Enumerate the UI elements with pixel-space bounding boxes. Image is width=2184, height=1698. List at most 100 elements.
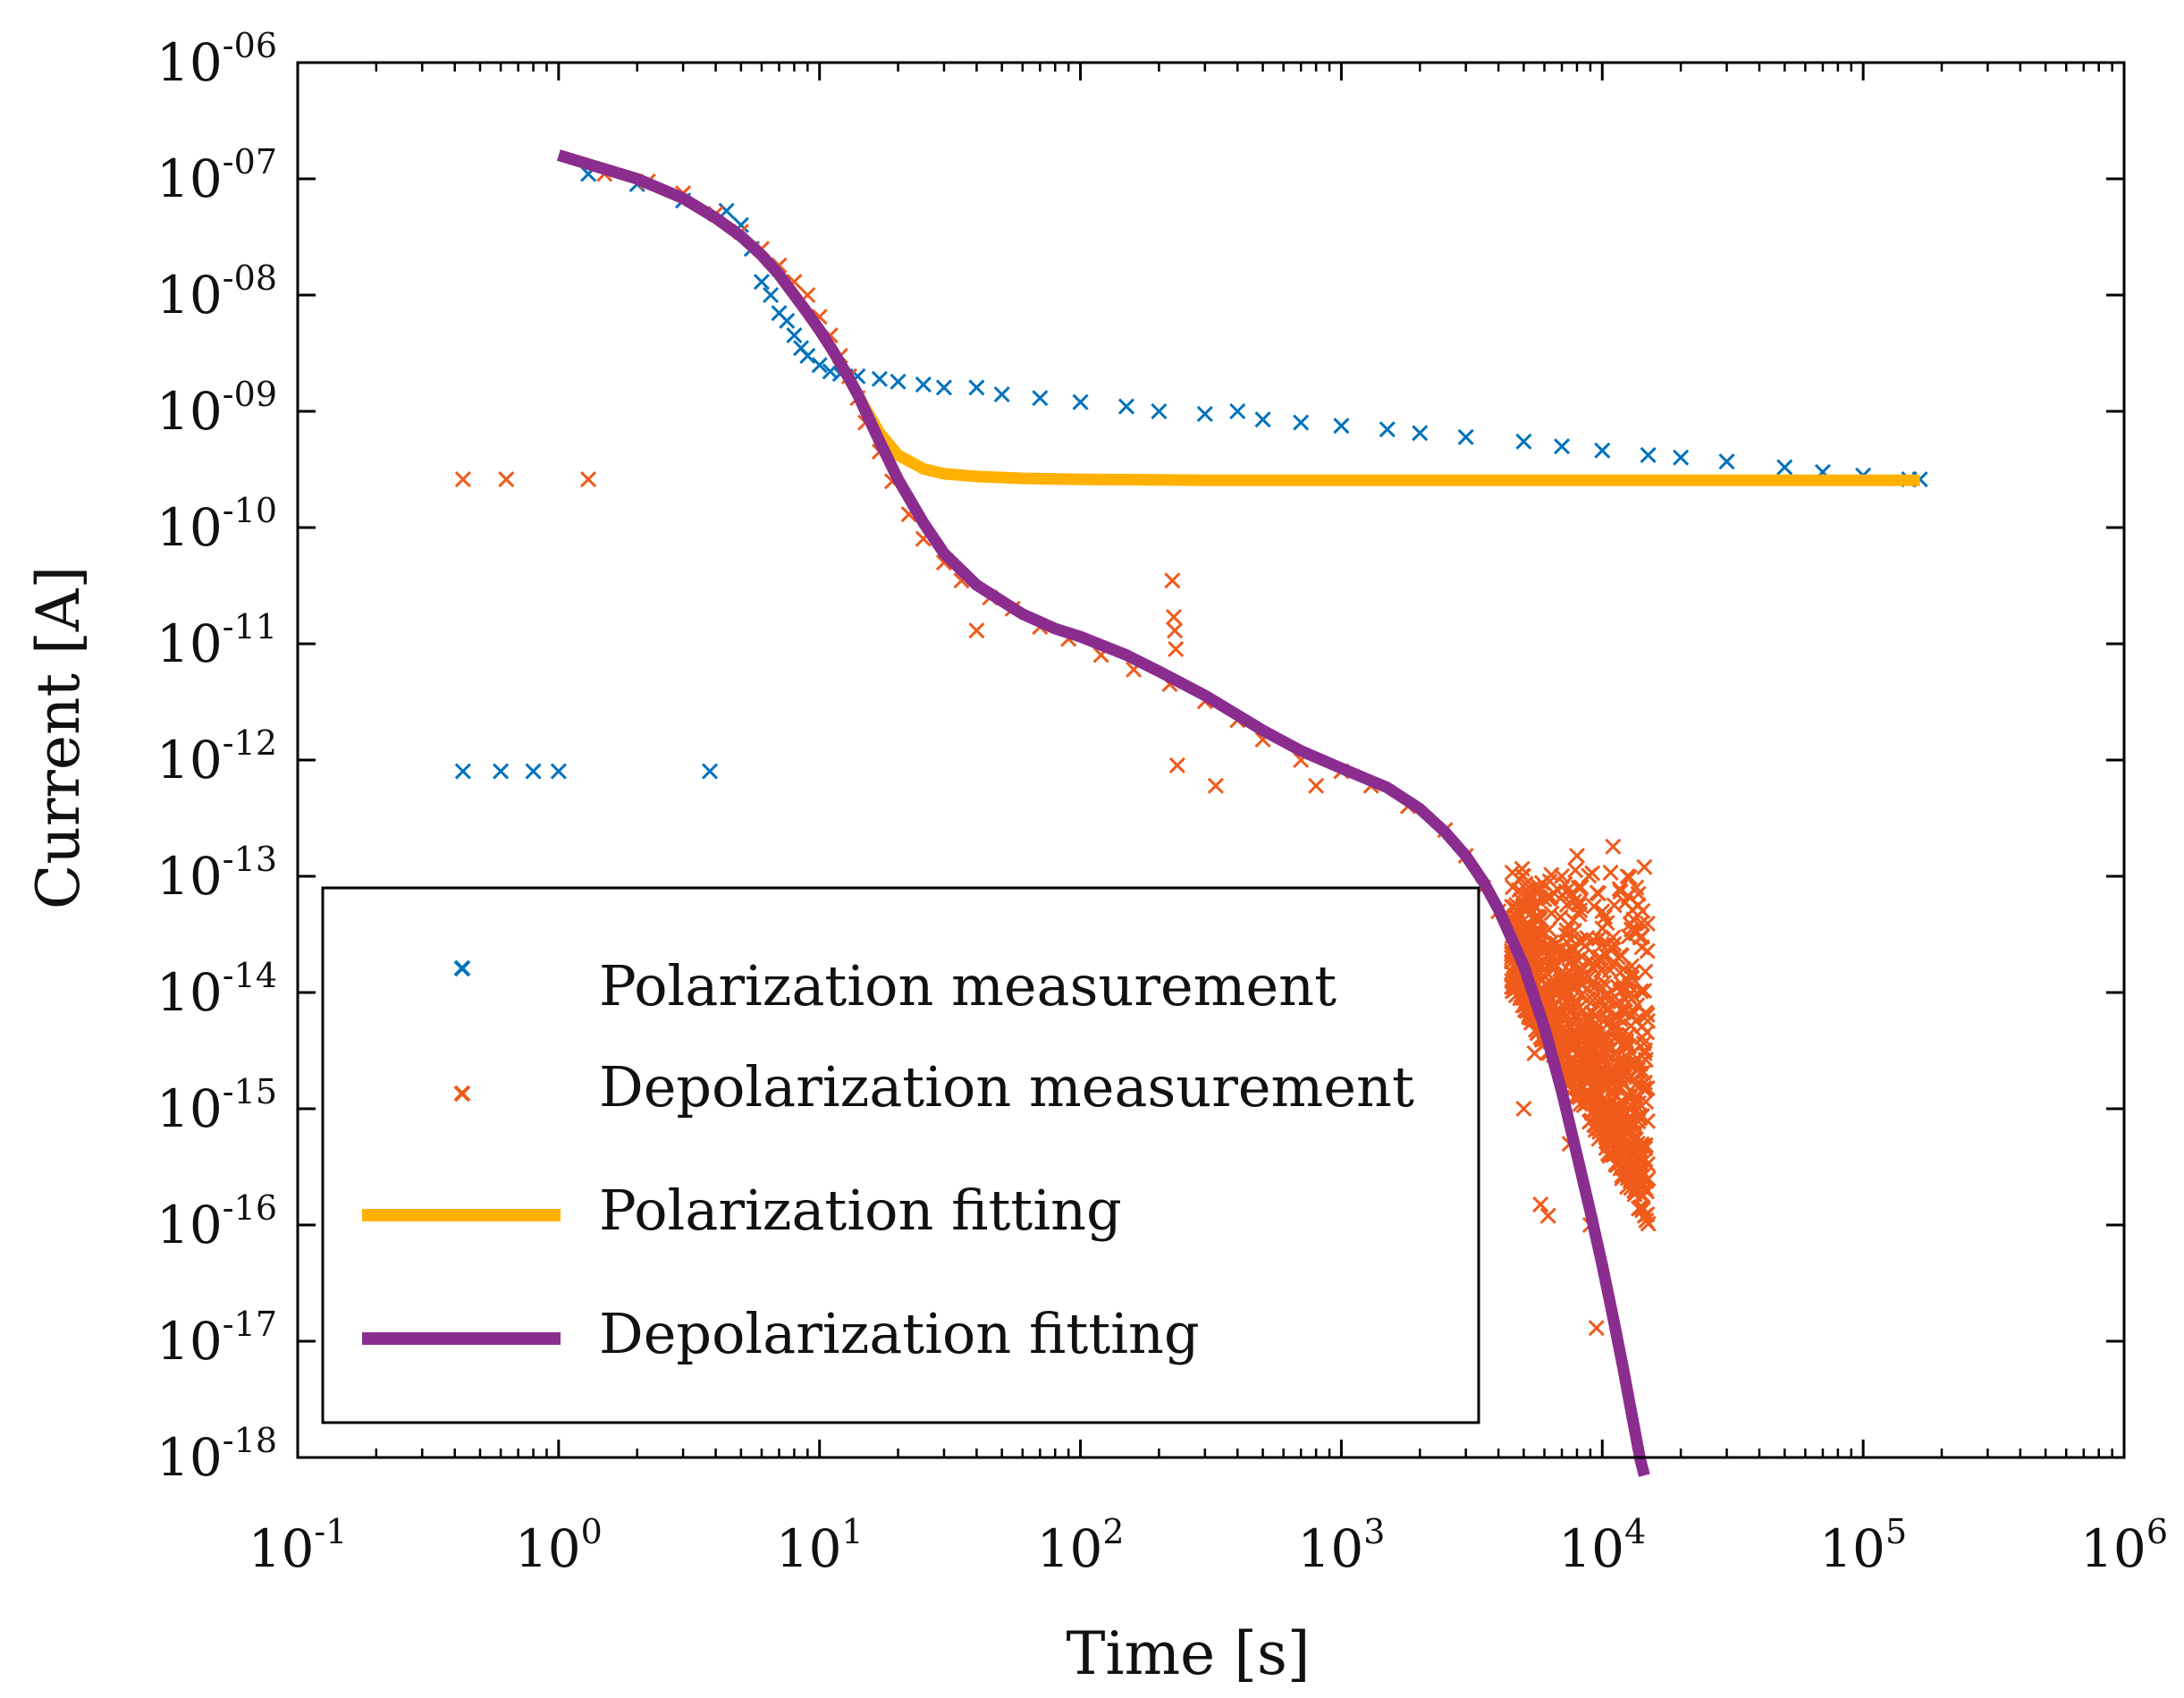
depolarization-noise-point xyxy=(1637,1151,1654,1168)
polarization-measurement-point xyxy=(890,373,906,390)
depolarization-measurement-point xyxy=(1165,608,1183,626)
depolarization-measurement-point xyxy=(1539,1207,1556,1224)
x-axis: 10-1 100 101 102 103 104 105 106 xyxy=(249,63,2168,1579)
y-tick-label: 10-06 xyxy=(156,26,277,93)
depolarization-noise-point xyxy=(1636,1044,1653,1061)
depolarization-noise-point xyxy=(1637,963,1654,980)
legend-marker-polarization-measurement xyxy=(453,959,471,977)
x-tick-label: 106 xyxy=(2080,1512,2168,1579)
depolarization-noise-point xyxy=(1566,1079,1583,1096)
polarization-measurement-point xyxy=(753,274,771,291)
depolarization-noise-point xyxy=(1615,1076,1632,1093)
depolarization-noise-point xyxy=(1590,1130,1607,1147)
x-tick-label: 100 xyxy=(515,1512,603,1579)
polarization-measurement-point xyxy=(1594,442,1611,459)
depolarization-noise-point xyxy=(1593,1045,1610,1062)
depolarization-noise-point xyxy=(1635,1080,1652,1097)
polarization-measurement-point xyxy=(763,286,780,304)
polarization-measurement-point xyxy=(1718,453,1735,470)
depolarization-noise-point xyxy=(1619,972,1636,989)
polarization-measurement-point xyxy=(702,763,719,780)
depolarization-noise-point xyxy=(1608,1054,1625,1071)
x-tick-label: 104 xyxy=(1558,1512,1646,1579)
depolarization-measurement-point xyxy=(1167,622,1184,639)
depolarization-noise-point xyxy=(1611,993,1628,1010)
depolarization-noise-point xyxy=(1514,919,1531,936)
depolarization-noise-point xyxy=(1624,964,1641,981)
polarization-measurement-point xyxy=(493,763,510,780)
depolarization-noise-point xyxy=(1571,1030,1588,1047)
depolarization-measurement-point xyxy=(1594,903,1611,920)
x-tick-label: 10-1 xyxy=(249,1512,348,1579)
depolarization-noise-point xyxy=(1590,885,1607,902)
polarization-measurement-point xyxy=(915,376,932,393)
polarization-measurement-series xyxy=(454,165,1928,780)
polarization-measurement-point xyxy=(1229,402,1246,420)
depolarization-noise-point xyxy=(1578,1030,1595,1047)
y-tick-label: 10-07 xyxy=(156,142,277,209)
depolarization-noise-point xyxy=(1600,1058,1617,1075)
depolarization-noise-point xyxy=(1592,962,1610,979)
y-axis: 10-06 10-07 10-08 10-09 10-10 10-11 10-12 10-13… xyxy=(156,26,2124,1488)
depolarization-noise-point xyxy=(1564,979,1581,996)
polarization-measurement-point xyxy=(1032,390,1049,407)
depolarization-noise-point xyxy=(1509,910,1526,927)
polarization-measurement-point xyxy=(811,357,828,374)
depolarization-noise-point xyxy=(1615,960,1632,977)
depolarization-noise-point xyxy=(1639,915,1656,933)
y-tick-label: 10-17 xyxy=(156,1305,277,1372)
depolarization-measurement-point xyxy=(1636,858,1653,875)
depolarization-noise-point xyxy=(1614,982,1631,999)
y-tick-label: 10-08 xyxy=(156,258,277,325)
y-tick-label: 10-10 xyxy=(156,491,277,558)
depolarization-measurement-point xyxy=(1605,838,1622,855)
depolarization-noise-point xyxy=(1542,889,1559,906)
depolarization-noise-point xyxy=(1548,1013,1565,1030)
depolarization-noise-point xyxy=(1585,898,1603,915)
depolarization-measurement-point xyxy=(1515,1100,1532,1118)
polarization-measurement-point xyxy=(968,379,985,396)
legend-label-polarization-fitting: Polarization fitting xyxy=(599,1178,1122,1243)
depolarization-noise-point xyxy=(1592,1062,1609,1079)
depolarization-noise-point xyxy=(1567,1008,1584,1025)
polarization-measurement-point xyxy=(799,347,816,365)
depolarization-noise-point xyxy=(1573,879,1590,896)
depolarization-measurement-point xyxy=(1628,879,1645,896)
polarization-measurement-point xyxy=(1254,411,1271,428)
depolarization-measurement-point xyxy=(498,470,515,488)
polarization-measurement-point xyxy=(1117,398,1135,415)
depolarization-measurement-point xyxy=(1623,1044,1640,1062)
polarization-measurement-point xyxy=(1457,428,1474,445)
depolarization-noise-point xyxy=(1615,1004,1632,1021)
depolarization-measurement-point xyxy=(1640,1170,1657,1187)
polarization-measurement-point xyxy=(1673,449,1690,466)
depolarization-noise-point xyxy=(1633,1018,1651,1035)
polarization-measurement-point xyxy=(1196,405,1213,422)
depolarization-measurement-point xyxy=(1615,1126,1632,1143)
y-tick-label: 10-12 xyxy=(156,723,277,790)
depolarization-measurement-point xyxy=(1575,1065,1592,1082)
x-tick-label: 103 xyxy=(1297,1512,1385,1579)
legend-label-depolarization-fitting: Depolarization fitting xyxy=(599,1301,1200,1366)
depolarization-measurement-point xyxy=(1554,867,1571,885)
polarization-measurement-point xyxy=(1333,418,1350,435)
depolarization-noise-point xyxy=(1635,1064,1652,1081)
depolarization-noise-point xyxy=(1619,1162,1636,1178)
depolarization-measurement-point xyxy=(1568,848,1586,865)
depolarization-noise-point xyxy=(1574,961,1591,979)
depolarization-noise-point xyxy=(1584,992,1601,1010)
depolarization-noise-point xyxy=(1548,935,1565,952)
polarization-measurement-point xyxy=(1072,393,1089,410)
depolarization-measurement-point xyxy=(968,622,985,639)
depolarization-noise-point xyxy=(1572,902,1589,919)
y-tick-label: 10-16 xyxy=(156,1188,277,1255)
depolarization-measurement-point xyxy=(454,470,471,488)
polarization-measurement-point xyxy=(1412,425,1429,442)
depolarization-measurement-point xyxy=(1168,756,1185,774)
depolarization-measurement-point xyxy=(1207,777,1224,794)
legend: Polarization measurement Depolarization … xyxy=(321,886,1480,1424)
x-tick-label: 105 xyxy=(1819,1512,1907,1579)
depolarization-noise-point xyxy=(1606,1115,1623,1132)
depolarization-noise-point xyxy=(1564,912,1581,929)
